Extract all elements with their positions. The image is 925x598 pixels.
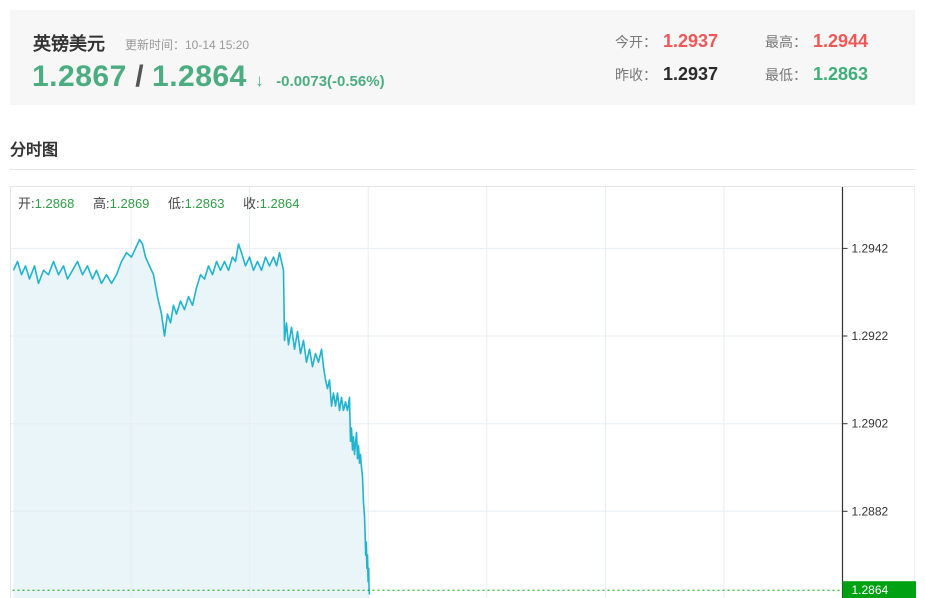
section-divider bbox=[10, 169, 915, 170]
update-time: 更新时间：10-14 15:20 bbox=[125, 38, 250, 52]
stats-row-bottom: 昨收： 1.2937 最低： 1.2863 bbox=[605, 64, 883, 97]
high-label: 最高： bbox=[765, 34, 807, 50]
price-change: -0.0073(-0.56%) bbox=[276, 73, 385, 90]
chart-ohlc-legend: 开:1.2868 高:1.2869 低:1.2863 收:1.2864 bbox=[18, 193, 314, 212]
open-value: 1.2937 bbox=[663, 31, 719, 51]
minute-chart[interactable]: 1.2942 1.2922 1.2902 1.2882 1.2864 bbox=[11, 187, 916, 598]
section-title-minute-chart: 分时图 bbox=[10, 142, 59, 159]
stats-row-top: 今开： 1.2937 最高： 1.2944 bbox=[605, 31, 883, 64]
legend-high: 高:1.2869 bbox=[93, 196, 150, 211]
open-label: 今开： bbox=[615, 34, 657, 50]
quote-card: 英镑美元 更新时间：10-14 15:20 1.2867 / 1.2864 ↓ … bbox=[10, 10, 915, 105]
y-axis-tick-label: 1.2942 bbox=[852, 241, 889, 255]
y-axis-tick-label: 1.2902 bbox=[852, 417, 889, 431]
symbol-title: 英镑美元 bbox=[33, 34, 105, 54]
prev-close-label: 昨收： bbox=[615, 67, 657, 83]
legend-close: 收:1.2864 bbox=[243, 196, 300, 211]
price-row: 1.2867 / 1.2864 ↓ -0.0073(-0.56%) bbox=[32, 60, 385, 94]
y-axis-tick-label: 1.2922 bbox=[852, 329, 889, 343]
price-line bbox=[12, 238, 371, 595]
legend-low: 低:1.2863 bbox=[168, 196, 225, 211]
high-value: 1.2944 bbox=[813, 31, 869, 51]
y-axis-tick-label: 1.2882 bbox=[852, 504, 889, 518]
minute-chart-panel: 开:1.2868 高:1.2869 低:1.2863 收:1.2864 1.29… bbox=[10, 186, 916, 598]
quote-stats: 今开： 1.2937 最高： 1.2944 昨收： 1.2937 最低： 1.2… bbox=[605, 31, 883, 97]
ask-price: 1.2864 bbox=[152, 60, 247, 93]
bid-price: 1.2867 bbox=[32, 60, 127, 93]
current-price-badge bbox=[842, 581, 916, 598]
current-price-label: 1.2864 bbox=[852, 583, 889, 597]
price-area-fill bbox=[13, 239, 370, 598]
legend-open: 开:1.2868 bbox=[18, 196, 75, 211]
low-value: 1.2863 bbox=[813, 64, 869, 84]
price-separator: / bbox=[135, 60, 144, 93]
low-label: 最低： bbox=[765, 67, 807, 83]
prev-close-value: 1.2937 bbox=[663, 64, 719, 84]
arrow-down-icon: ↓ bbox=[255, 71, 264, 90]
